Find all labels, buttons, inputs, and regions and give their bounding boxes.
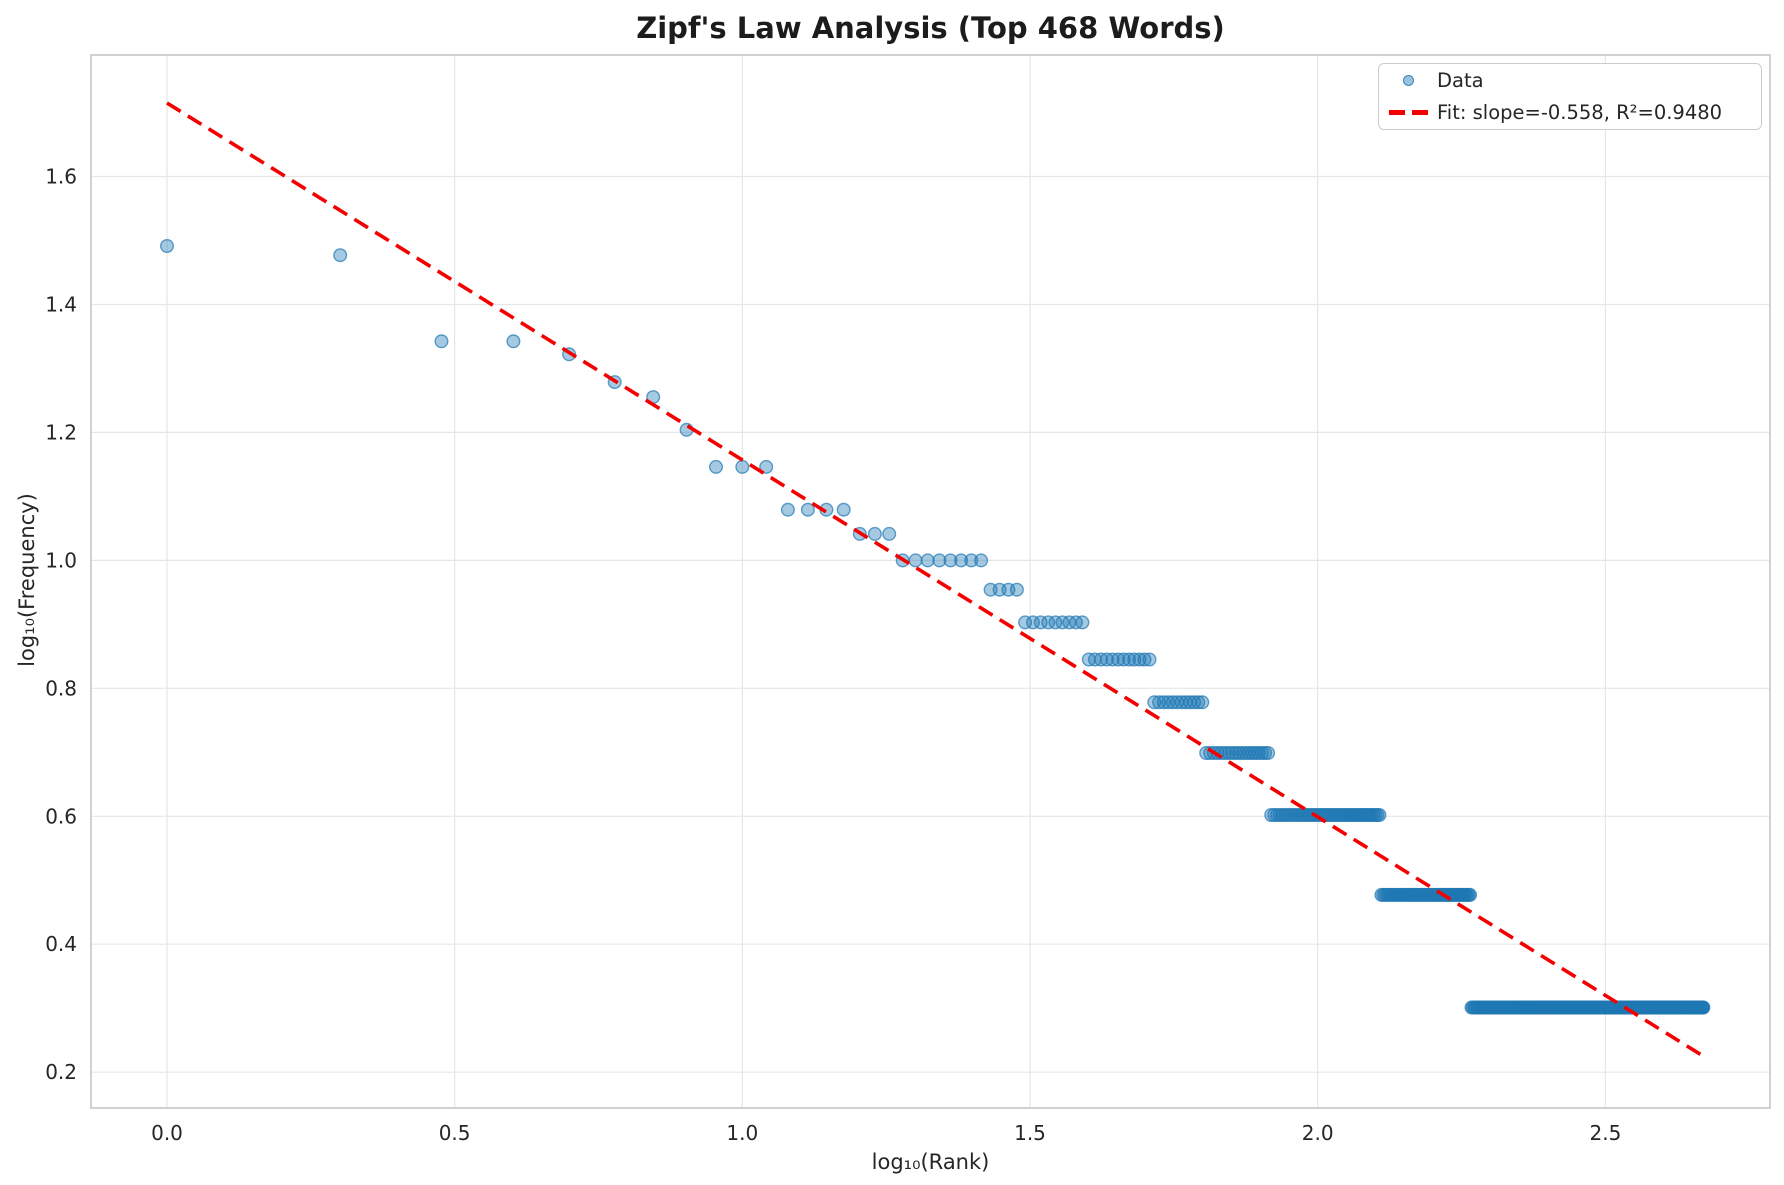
- svg-text:1.5: 1.5: [1014, 1121, 1046, 1145]
- fit-line: [166, 101, 1705, 1058]
- svg-text:0.2: 0.2: [45, 1060, 77, 1084]
- svg-text:2.0: 2.0: [1302, 1121, 1334, 1145]
- svg-text:1.0: 1.0: [45, 548, 77, 572]
- svg-text:0.0: 0.0: [151, 1121, 183, 1145]
- svg-text:0.5: 0.5: [439, 1121, 471, 1145]
- svg-text:0.4: 0.4: [45, 932, 77, 956]
- legend-item-fit: Fit: slope=-0.558, R²=0.9480: [1379, 98, 1761, 127]
- svg-text:1.6: 1.6: [45, 165, 77, 189]
- svg-text:1.2: 1.2: [45, 420, 77, 444]
- y-tick-labels: 0.2 0.4 0.6 0.8 1.0 1.2 1.4 1.6: [45, 165, 77, 1085]
- y-axis-label: log₁₀(Frequency): [15, 493, 39, 667]
- scatter-marker-icon: [1402, 75, 1414, 86]
- x-tick-labels: 0.0 0.5 1.0 1.5 2.0 2.5: [151, 1121, 1621, 1145]
- legend: Data Fit: slope=-0.558, R²=0.9480: [1378, 63, 1762, 130]
- chart-title: Zipf's Law Analysis (Top 468 Words): [636, 11, 1225, 45]
- svg-text:1.4: 1.4: [45, 293, 77, 317]
- svg-text:0.8: 0.8: [45, 676, 77, 700]
- plot-border: [90, 54, 1771, 1109]
- dashed-line-icon: [1379, 110, 1437, 115]
- legend-label-data: Data: [1437, 69, 1484, 92]
- legend-icon-cell: [1379, 75, 1437, 86]
- svg-text:2.5: 2.5: [1589, 1121, 1621, 1145]
- gridlines: [91, 55, 1770, 1108]
- legend-label-fit: Fit: slope=-0.558, R²=0.9480: [1437, 101, 1723, 124]
- svg-text:0.6: 0.6: [45, 804, 77, 828]
- legend-item-data: Data: [1379, 66, 1761, 95]
- x-axis-label: log₁₀(Rank): [871, 1150, 990, 1174]
- scatter-points: [159, 238, 1711, 1015]
- svg-text:1.0: 1.0: [726, 1121, 758, 1145]
